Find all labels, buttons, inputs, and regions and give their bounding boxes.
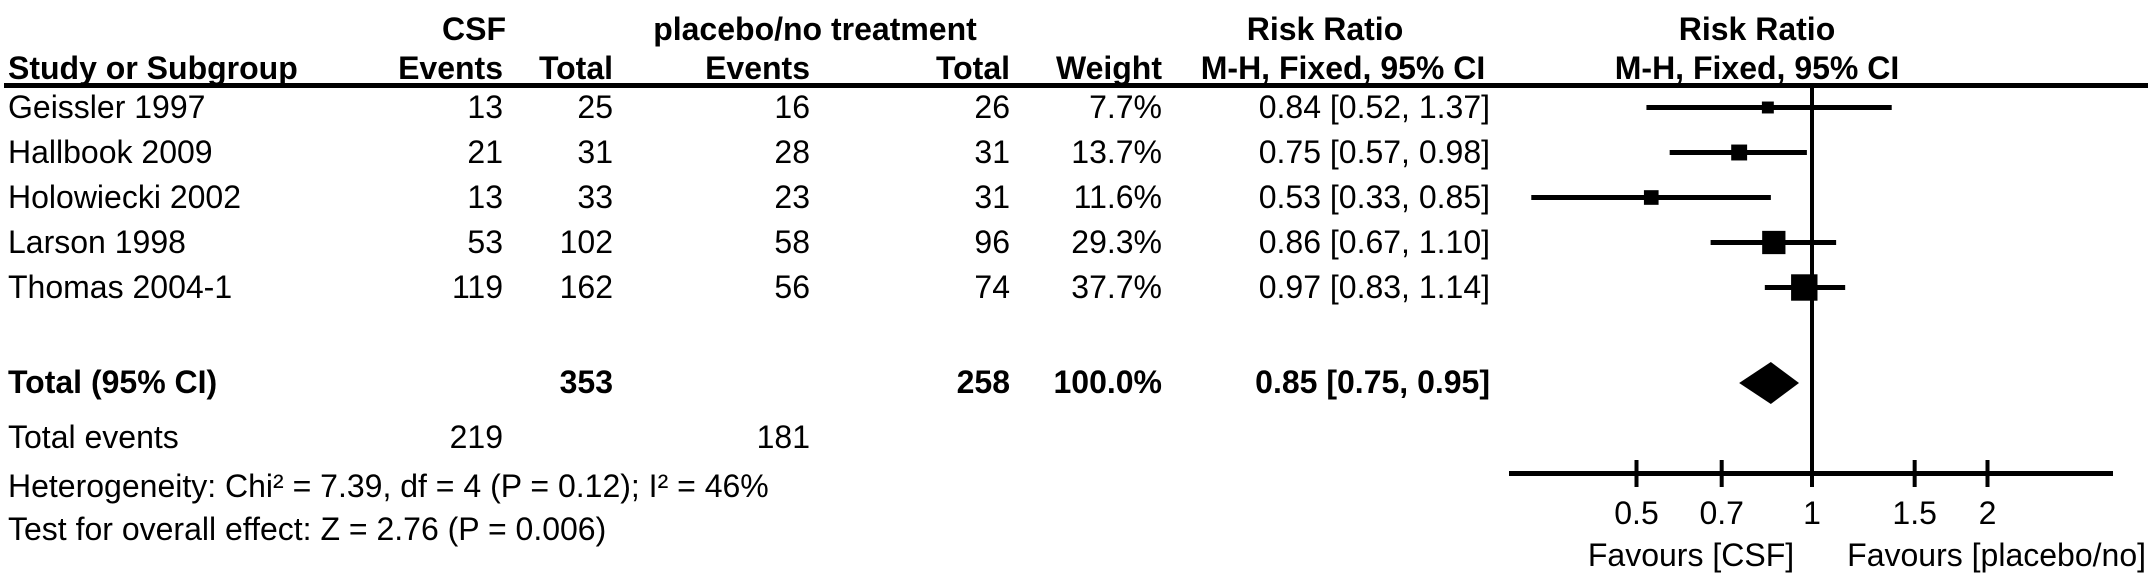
- column-group-header-csf: CSF: [442, 11, 506, 47]
- row-weight: 37.7%: [1071, 269, 1162, 305]
- row-total2: 26: [974, 89, 1010, 125]
- row-rr_text: 0.53 [0.33, 0.85]: [1258, 179, 1490, 215]
- row-rr_text: 0.75 [0.57, 0.98]: [1258, 134, 1490, 170]
- row-events1: 13: [467, 179, 503, 215]
- effect-square: [1761, 101, 1774, 114]
- row-study: Holowiecki 2002: [8, 179, 242, 215]
- total2-column-header: Total: [935, 50, 1010, 86]
- axis-tick-label: 1.5: [1892, 495, 1936, 531]
- total-row-label: Total (95% CI): [8, 364, 218, 400]
- events2-column-header: Events: [705, 50, 810, 86]
- risk-ratio-header-plot-column: Risk Ratio: [1678, 11, 1836, 47]
- total-row-rr-text: 0.85 [0.75, 0.95]: [1255, 364, 1490, 400]
- row-events1: 119: [451, 269, 503, 305]
- header-underline: [4, 83, 2148, 88]
- row-total2: 96: [974, 224, 1010, 260]
- heterogeneity-stats: Heterogeneity: Chi² = 7.39, df = 4 (P = …: [8, 468, 769, 504]
- row-study: Hallbook 2009: [8, 134, 213, 170]
- row-total2: 31: [974, 179, 1010, 215]
- row-study: Thomas 2004-1: [8, 269, 233, 305]
- row-study: Larson 1998: [8, 224, 186, 260]
- total-events-group2: 181: [756, 419, 810, 455]
- total-diamond: [1739, 362, 1800, 404]
- row-weight: 7.7%: [1089, 89, 1162, 125]
- effect-square: [1731, 144, 1748, 161]
- effect-square: [1762, 230, 1786, 255]
- total-row-total2: 258: [956, 364, 1010, 400]
- effect-square: [1643, 190, 1659, 205]
- total-events-label: Total events: [8, 419, 179, 455]
- row-events2: 58: [774, 224, 810, 260]
- row-rr_text: 0.86 [0.67, 1.10]: [1258, 224, 1490, 260]
- method-header-text-column: M-H, Fixed, 95% CI: [1200, 50, 1486, 86]
- total-row-weight: 100.0%: [1053, 364, 1162, 400]
- row-total1: 162: [559, 269, 613, 305]
- row-events2: 16: [774, 89, 810, 125]
- row-events2: 28: [774, 134, 810, 170]
- weight-column-header: Weight: [1055, 50, 1162, 86]
- risk-ratio-header-text-column: Risk Ratio: [1246, 11, 1404, 47]
- axis-tick-label: 0.5: [1614, 495, 1658, 531]
- row-weight: 11.6%: [1073, 179, 1162, 215]
- study-column-header: Study or Subgroup: [8, 50, 298, 86]
- row-events1: 13: [467, 89, 503, 125]
- favours-left-label: Favours [CSF]: [1588, 537, 1794, 573]
- column-group-header-placebo: placebo/no treatment: [653, 11, 977, 47]
- row-rr_text: 0.84 [0.52, 1.37]: [1258, 89, 1490, 125]
- axis-tick-label: 0.7: [1699, 495, 1743, 531]
- favours-right-label: Favours [placebo/no]: [1847, 537, 2146, 573]
- row-total1: 31: [577, 134, 613, 170]
- row-rr_text: 0.97 [0.83, 1.14]: [1258, 269, 1490, 305]
- row-events2: 56: [774, 269, 810, 305]
- total-events-group1: 219: [449, 419, 503, 455]
- events1-column-header: Events: [398, 50, 503, 86]
- row-events2: 23: [774, 179, 810, 215]
- method-header-plot-column: M-H, Fixed, 95% CI: [1614, 50, 1900, 86]
- row-weight: 29.3%: [1071, 224, 1162, 260]
- row-total1: 25: [577, 89, 613, 125]
- overall-effect-test: Test for overall effect: Z = 2.76 (P = 0…: [8, 511, 607, 547]
- effect-square: [1791, 274, 1818, 301]
- total-row-total1: 353: [559, 364, 613, 400]
- row-total2: 31: [974, 134, 1010, 170]
- row-events1: 21: [467, 134, 503, 170]
- row-study: Geissler 1997: [8, 89, 206, 125]
- row-weight: 13.7%: [1071, 134, 1162, 170]
- row-events1: 53: [467, 224, 503, 260]
- row-total1: 33: [577, 179, 613, 215]
- row-total1: 102: [559, 224, 613, 260]
- axis-tick-label: 1: [1803, 495, 1821, 531]
- total1-column-header: Total: [538, 50, 613, 86]
- axis-tick-label: 2: [1979, 495, 1997, 531]
- row-total2: 74: [974, 269, 1010, 305]
